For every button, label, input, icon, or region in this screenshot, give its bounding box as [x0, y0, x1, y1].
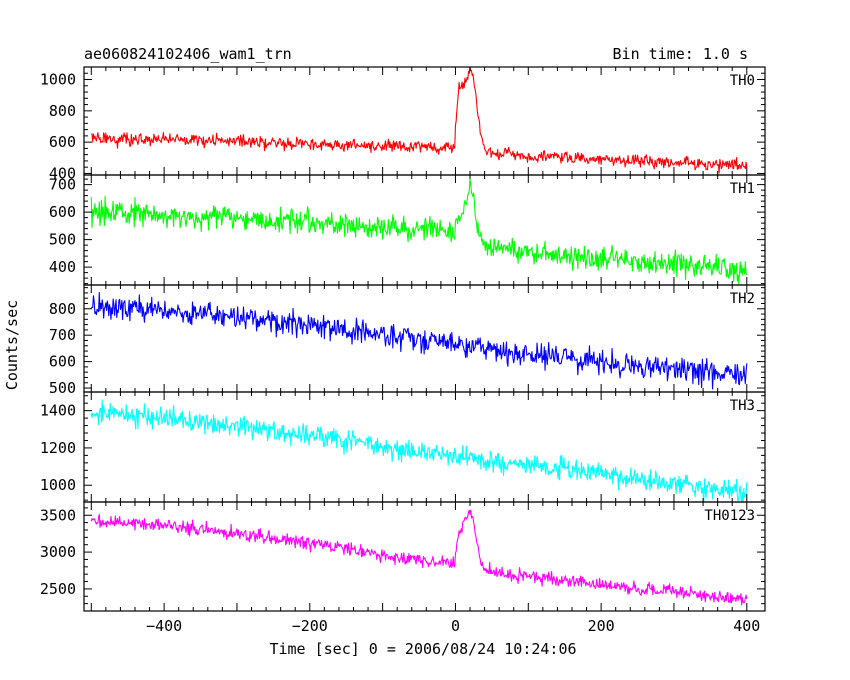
- y-tick-label: 3500: [40, 506, 76, 524]
- y-tick-label: 700: [49, 326, 76, 344]
- panel-frame: [83, 501, 766, 612]
- x-tick-label: −400: [146, 617, 182, 635]
- series-label-th1: TH1: [730, 181, 755, 197]
- x-tick-label: 0: [451, 617, 460, 635]
- series-line-th0123: [90, 509, 748, 606]
- y-tick-label: 1000: [40, 71, 76, 89]
- y-tick-label: 500: [49, 231, 76, 249]
- series-label-th0123: TH0123: [704, 508, 755, 524]
- series-label-th3: TH3: [730, 398, 755, 414]
- y-axis-label: Counts/sec: [3, 300, 21, 390]
- panel-th1: 400 500 600 700 TH1: [49, 174, 766, 286]
- panel-th0: 400 600 800 1000 TH0: [40, 66, 766, 182]
- series-line-th2: [91, 292, 748, 390]
- y-tick-label: 800: [49, 300, 76, 318]
- panel-th0123: 2500 3000 3500 TH0123: [40, 501, 766, 612]
- series-line-th0: [91, 67, 748, 174]
- y-tick-label: 700: [49, 176, 76, 194]
- y-tick-label: 1000: [40, 476, 76, 494]
- y-tick-label: 3000: [40, 543, 76, 561]
- y-tick-label: 600: [49, 353, 76, 371]
- x-tick-label: 200: [588, 617, 615, 635]
- y-tick-label: 500: [49, 379, 76, 397]
- x-tick-label: 400: [733, 617, 760, 635]
- y-tick-label: 600: [49, 133, 76, 151]
- y-tick-label: 1200: [40, 439, 76, 457]
- chart-title: ae060824102406_wam1_trn: [84, 45, 292, 63]
- series-label-th2: TH2: [730, 291, 755, 307]
- y-tick-label: 800: [49, 102, 76, 120]
- series-line-th1: [90, 178, 748, 285]
- panel-th2: 500 600 700 800 TH2: [49, 284, 766, 397]
- panel-th3: 1000 1200 1400 TH3: [40, 391, 766, 503]
- x-axis: −400 −200 0 200 400: [146, 617, 760, 635]
- y-tick-label: 1400: [40, 402, 76, 420]
- x-tick-label: −200: [292, 617, 328, 635]
- y-tick-label: 2500: [40, 580, 76, 598]
- series-label-th0: TH0: [730, 73, 755, 89]
- panels-group: 400 600 800 1000 TH0 400 500 600 700 TH1 500 600 700…: [40, 66, 766, 635]
- y-tick-label: 400: [49, 258, 76, 276]
- x-axis-label: Time [sec] 0 = 2006/08/24 10:24:06: [269, 640, 576, 658]
- bin-time-label: Bin time: 1.0 s: [613, 45, 748, 63]
- y-tick-label: 600: [49, 203, 76, 221]
- series-line-th3: [90, 399, 748, 502]
- y-tick-label: 400: [49, 164, 76, 182]
